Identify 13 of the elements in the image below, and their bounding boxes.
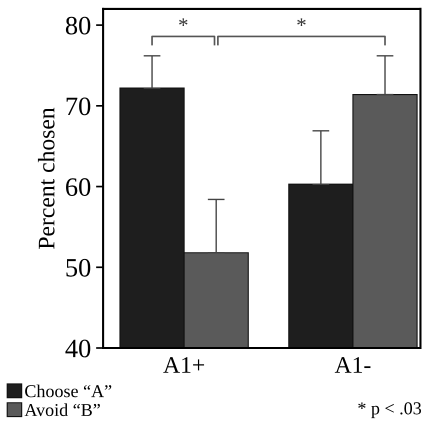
x-tick-label: A1+	[163, 357, 204, 373]
text: * p < .03	[358, 402, 422, 418]
annotation: *	[179, 18, 188, 26]
y-axis-title: Percent chosen	[38, 108, 55, 249]
legend-label: Avoid “B”	[24, 403, 100, 416]
y-tick-label: 60	[66, 178, 90, 196]
y-tick-label: 80	[66, 16, 90, 35]
legend-label: Choose “A”	[25, 384, 112, 398]
annotation: *	[297, 18, 306, 26]
y-tick-label: 70	[66, 97, 90, 116]
x-tick-label: A1-	[334, 357, 370, 373]
y-tick-label: 50	[66, 258, 90, 277]
y-tick-label: 40	[65, 340, 90, 358]
